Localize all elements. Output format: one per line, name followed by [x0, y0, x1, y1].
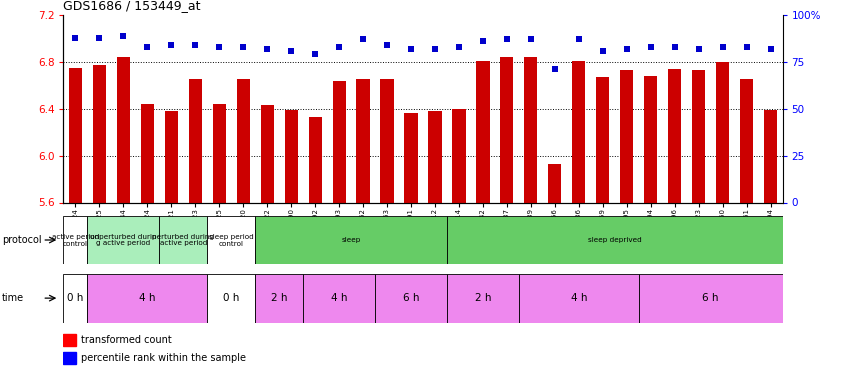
- Point: [356, 36, 370, 42]
- Bar: [87, 216, 159, 264]
- Bar: [620, 70, 634, 202]
- Text: 2 h: 2 h: [271, 293, 288, 303]
- Text: sleep period
control: sleep period control: [209, 234, 254, 246]
- Bar: [428, 111, 442, 202]
- Text: unperturbed durin
g active period: unperturbed durin g active period: [91, 234, 157, 246]
- Point: [620, 46, 634, 52]
- Bar: [309, 117, 321, 202]
- Bar: [255, 216, 447, 264]
- Bar: [596, 77, 609, 203]
- Point: [716, 44, 729, 50]
- Bar: [87, 274, 207, 322]
- Bar: [165, 111, 178, 202]
- Bar: [381, 80, 393, 203]
- Point: [500, 36, 514, 42]
- Text: protocol: protocol: [2, 235, 41, 245]
- Bar: [764, 110, 777, 202]
- Bar: [140, 104, 154, 202]
- Text: 4 h: 4 h: [331, 293, 348, 303]
- Bar: [716, 62, 729, 202]
- Point: [476, 38, 490, 44]
- Text: GDS1686 / 153449_at: GDS1686 / 153449_at: [63, 0, 201, 12]
- Bar: [69, 68, 82, 203]
- Point: [572, 36, 585, 42]
- Bar: [519, 274, 639, 322]
- Bar: [261, 105, 274, 202]
- Bar: [453, 109, 465, 202]
- Point: [428, 46, 442, 52]
- Bar: [93, 65, 106, 203]
- Text: transformed count: transformed count: [81, 335, 173, 345]
- Bar: [255, 274, 303, 322]
- Point: [739, 44, 753, 50]
- Point: [667, 44, 681, 50]
- Point: [164, 42, 178, 48]
- Bar: [284, 110, 298, 202]
- Point: [452, 44, 465, 50]
- Point: [117, 33, 130, 39]
- Text: sleep: sleep: [342, 237, 360, 243]
- Bar: [476, 61, 490, 202]
- Bar: [63, 274, 87, 322]
- Bar: [404, 113, 418, 202]
- Point: [92, 34, 106, 40]
- Bar: [356, 80, 370, 203]
- Bar: [447, 216, 783, 264]
- Text: 2 h: 2 h: [475, 293, 492, 303]
- Bar: [548, 164, 562, 202]
- Bar: [212, 104, 226, 202]
- Text: 4 h: 4 h: [139, 293, 156, 303]
- Point: [284, 48, 298, 54]
- Text: perturbed during
active period: perturbed during active period: [152, 234, 214, 246]
- Bar: [447, 274, 519, 322]
- Bar: [332, 81, 346, 203]
- Point: [404, 46, 418, 52]
- Bar: [63, 216, 87, 264]
- Point: [380, 42, 393, 48]
- Text: active period
control: active period control: [52, 234, 99, 246]
- Bar: [692, 70, 706, 202]
- Point: [189, 42, 202, 48]
- Bar: [63, 334, 76, 346]
- Bar: [207, 216, 255, 264]
- Point: [308, 51, 321, 57]
- Bar: [63, 352, 76, 364]
- Bar: [500, 57, 514, 202]
- Point: [212, 44, 226, 50]
- Bar: [189, 80, 202, 203]
- Point: [764, 46, 777, 52]
- Text: 0 h: 0 h: [67, 293, 84, 303]
- Bar: [117, 57, 130, 202]
- Bar: [207, 274, 255, 322]
- Bar: [740, 80, 753, 203]
- Point: [644, 44, 657, 50]
- Point: [236, 44, 250, 50]
- Bar: [159, 216, 207, 264]
- Point: [524, 36, 537, 42]
- Point: [69, 34, 82, 40]
- Text: 0 h: 0 h: [223, 293, 239, 303]
- Text: 4 h: 4 h: [570, 293, 587, 303]
- Point: [692, 46, 706, 52]
- Text: 6 h: 6 h: [403, 293, 420, 303]
- Bar: [525, 57, 537, 202]
- Bar: [644, 76, 657, 202]
- Bar: [303, 274, 375, 322]
- Bar: [639, 274, 783, 322]
- Text: time: time: [2, 293, 24, 303]
- Bar: [375, 274, 447, 322]
- Point: [548, 66, 562, 72]
- Point: [332, 44, 346, 50]
- Text: percentile rank within the sample: percentile rank within the sample: [81, 353, 246, 363]
- Bar: [572, 61, 585, 202]
- Text: 6 h: 6 h: [702, 293, 719, 303]
- Bar: [668, 69, 681, 203]
- Point: [261, 46, 274, 52]
- Point: [596, 48, 609, 54]
- Bar: [237, 80, 250, 203]
- Point: [140, 44, 154, 50]
- Text: sleep deprived: sleep deprived: [588, 237, 641, 243]
